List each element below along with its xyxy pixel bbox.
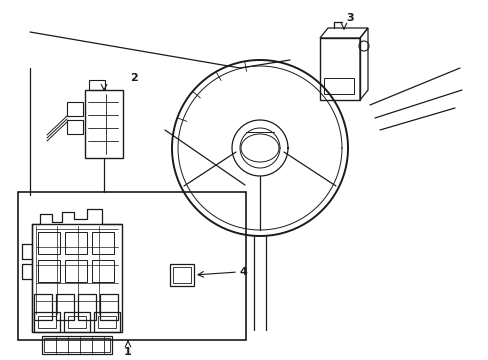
Bar — [56, 294, 74, 320]
Bar — [64, 312, 90, 332]
Bar — [67, 120, 83, 134]
Text: 1: 1 — [124, 347, 132, 357]
Text: 4: 4 — [240, 267, 247, 277]
Bar — [92, 232, 114, 254]
Bar — [100, 294, 118, 320]
Text: 2: 2 — [130, 73, 138, 83]
Bar — [34, 312, 60, 332]
Bar — [65, 232, 87, 254]
Bar — [170, 264, 194, 286]
Bar — [324, 78, 353, 94]
Bar — [65, 260, 87, 282]
Bar — [94, 312, 120, 332]
Text: 3: 3 — [346, 13, 353, 23]
Bar — [173, 267, 191, 283]
Bar — [42, 336, 112, 354]
Bar — [34, 294, 52, 320]
Bar — [32, 224, 122, 332]
Bar — [38, 316, 56, 328]
Bar — [68, 316, 86, 328]
Bar — [85, 90, 123, 158]
Bar — [38, 260, 60, 282]
Bar — [89, 80, 105, 90]
Bar — [92, 260, 114, 282]
Bar — [98, 316, 116, 328]
Bar — [319, 38, 359, 100]
Bar — [78, 294, 96, 320]
Bar — [44, 338, 110, 352]
Bar — [38, 232, 60, 254]
Bar — [67, 102, 83, 116]
Bar — [18, 192, 245, 340]
